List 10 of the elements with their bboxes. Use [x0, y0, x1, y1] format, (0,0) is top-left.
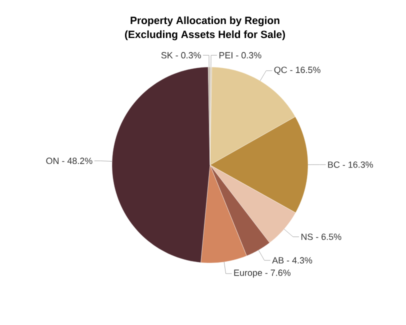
slice-label: QC - 16.5% [274, 66, 320, 75]
slice-label: ON - 48.2% [46, 158, 92, 164]
slice-label: BC - 16.3% [328, 161, 373, 168]
chart-subtitle: (Excluding Assets Held for Sale) [125, 30, 285, 40]
slice-label: Europe - 7.6% [234, 270, 290, 278]
slice-label: AB - 4.3% [272, 257, 312, 264]
chart-title: Property Allocation by Region [130, 16, 280, 26]
slice-label: PEI - 0.3% [219, 52, 262, 58]
slice-label: SK - 0.3% [161, 52, 201, 58]
slice-label: NS - 6.5% [301, 234, 342, 240]
